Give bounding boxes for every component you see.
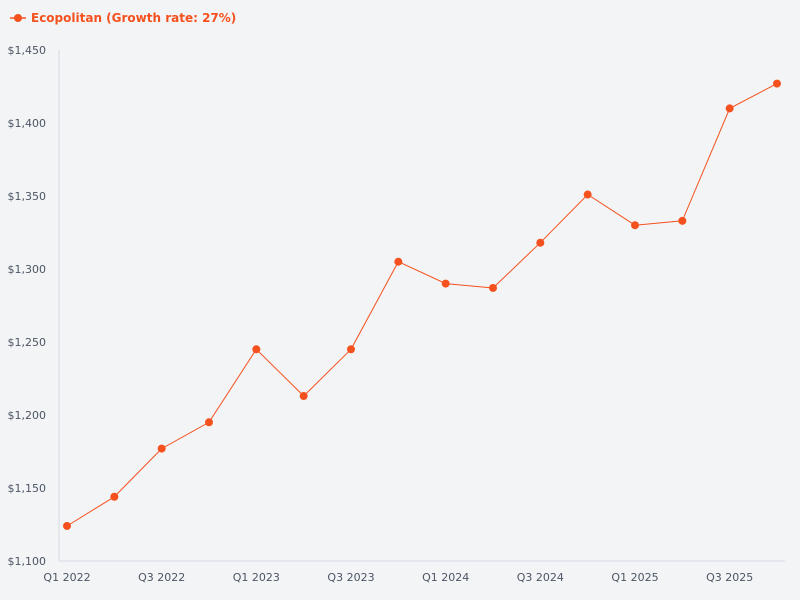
data-point[interactable] [205, 418, 213, 427]
x-tick-label: Q3 2024 [517, 571, 564, 584]
series-points [63, 79, 781, 530]
data-point[interactable] [583, 190, 592, 199]
data-point[interactable] [157, 444, 166, 453]
x-tick-label: Q1 2025 [611, 571, 658, 584]
data-point[interactable] [773, 79, 781, 88]
series-line [66, 83, 778, 527]
series-lines [66, 83, 778, 527]
x-tick-label: Q1 2023 [233, 571, 280, 584]
x-tick-label: Q3 2025 [706, 571, 753, 584]
y-tick-label: $1,150 [8, 482, 47, 495]
x-axis-ticks: Q1 2022 Q3 2022 Q1 2023 Q3 2023 Q1 2024 Q3 20… [43, 571, 753, 584]
data-point[interactable] [631, 221, 639, 230]
x-tick-label: Q3 2023 [327, 571, 374, 584]
legend-label[interactable]: Ecopolitan (Growth rate: 27%) [31, 11, 236, 25]
y-tick-label: $1,250 [8, 336, 47, 349]
data-point[interactable] [110, 492, 119, 501]
data-point[interactable] [678, 216, 687, 225]
y-tick-label: $1,400 [8, 117, 47, 130]
data-point[interactable] [347, 345, 355, 354]
y-tick-label: $1,200 [8, 409, 47, 422]
x-tick-label: Q1 2022 [43, 571, 90, 584]
legend-dot-marker [14, 14, 22, 22]
data-point[interactable] [394, 257, 403, 266]
y-tick-label: $1,100 [8, 555, 47, 568]
data-point[interactable] [252, 345, 261, 354]
data-point[interactable] [725, 104, 734, 113]
axes [58, 50, 785, 562]
y-tick-label: $1,350 [8, 190, 47, 203]
data-point[interactable] [63, 521, 71, 530]
data-point[interactable] [299, 392, 308, 401]
y-tick-label: $1,300 [8, 263, 47, 276]
y-axis-ticks: $1,100 $1,150 $1,200 $1,250 $1,300 $1,350 $1,4… [8, 44, 47, 568]
data-point[interactable] [441, 279, 450, 288]
legend: Ecopolitan (Growth rate: 27%) [10, 11, 236, 25]
data-point[interactable] [489, 283, 497, 292]
x-tick-label: Q3 2022 [138, 571, 185, 584]
x-tick-label: Q1 2024 [422, 571, 469, 584]
y-tick-label: $1,450 [8, 44, 47, 57]
data-point[interactable] [536, 238, 545, 247]
